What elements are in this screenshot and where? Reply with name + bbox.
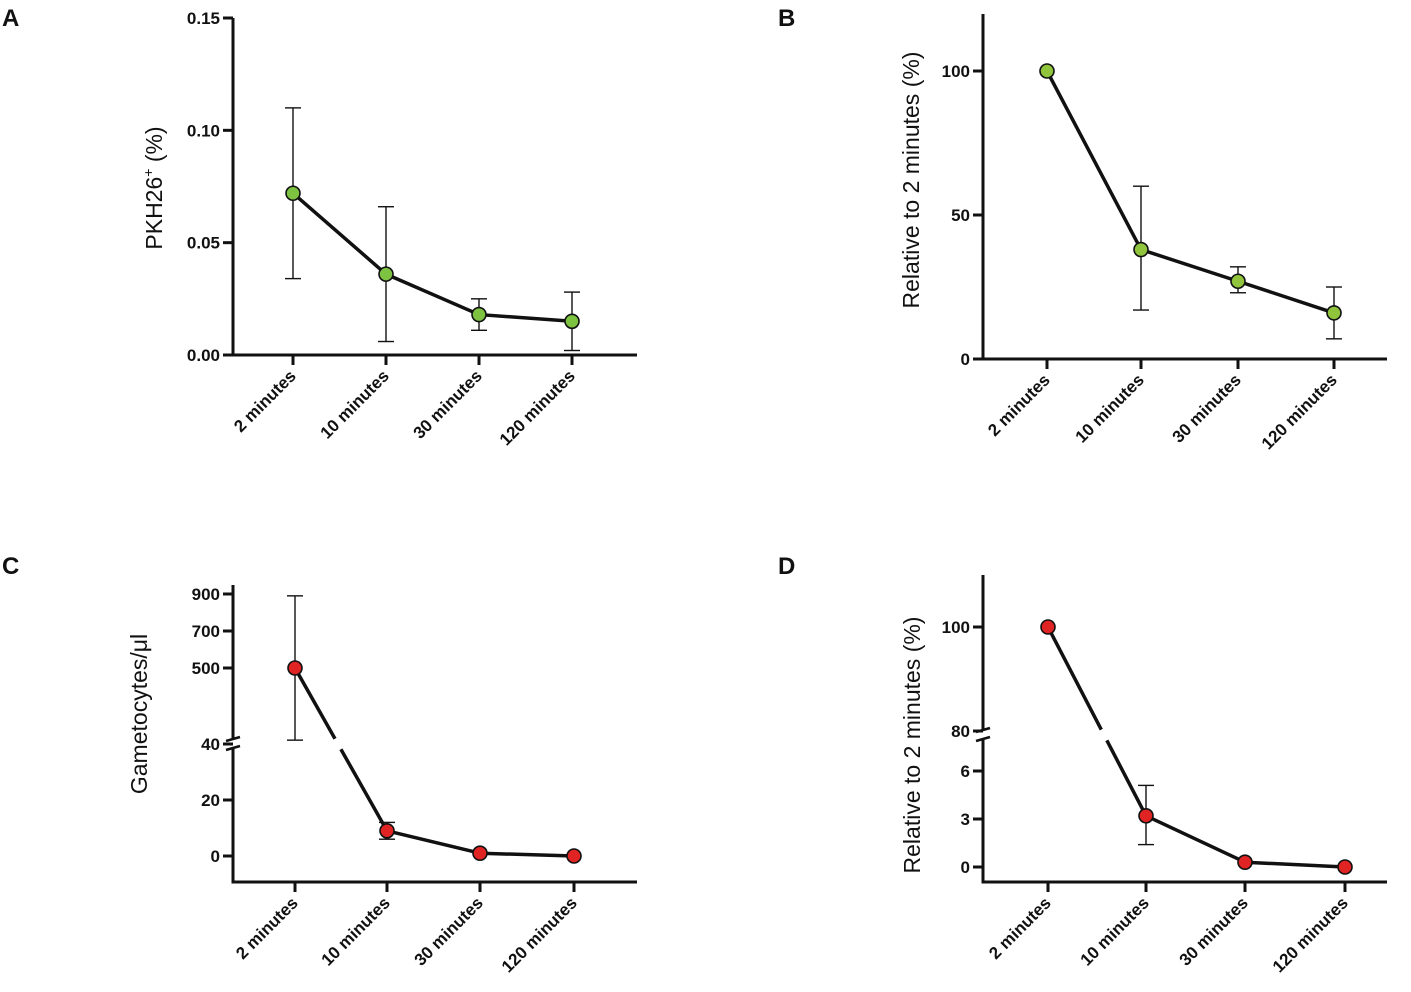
panel-letter-a: A <box>2 5 19 32</box>
y-tick-label: 6 <box>961 762 970 781</box>
panel-letter-b: B <box>778 5 795 32</box>
y-tick-label: 500 <box>192 659 220 678</box>
series-line <box>291 191 573 324</box>
y-tick-label: 0 <box>211 847 220 866</box>
data-point <box>566 848 582 864</box>
y-axis-title: Relative to 2 minutes (%) <box>899 617 925 874</box>
data-point <box>471 306 487 323</box>
data-point <box>285 185 301 202</box>
data-point <box>379 822 395 839</box>
data-point <box>472 845 488 862</box>
y-tick-label: 700 <box>192 622 220 641</box>
y-tick-label: 0.15 <box>187 9 220 28</box>
y-axis-title: Relative to 2 minutes (%) <box>898 52 924 309</box>
y-axis-title: PKH26+ (%) <box>140 126 167 249</box>
line-break-gap <box>332 737 344 751</box>
x-tick-label: 10 minutes <box>318 893 394 969</box>
y-tick-label: 50 <box>951 206 970 225</box>
x-tick-label: 30 minutes <box>1176 893 1252 969</box>
x-tick-label: 120 minutes <box>496 366 579 449</box>
series-line <box>1046 626 1346 869</box>
data-point <box>1138 807 1154 824</box>
data-point <box>564 313 580 330</box>
series-line <box>1045 70 1335 315</box>
chart-panel-d: 0 3 6 80 100 2 minutes 10 minutes 30 minutes 120… <box>899 575 1387 976</box>
data-point <box>287 660 303 676</box>
y-axis-title: Gametocytes/μl <box>126 634 152 794</box>
axis-break-mark <box>225 744 241 752</box>
y-tick-label: 20 <box>201 791 220 810</box>
x-tick-label: 120 minutes <box>1258 370 1341 453</box>
x-tick-label: 10 minutes <box>317 366 393 442</box>
y-tick-label: 0 <box>961 350 970 369</box>
y-axis-title-superscript: + <box>140 169 156 177</box>
y-tick-label: 3 <box>961 810 970 829</box>
chart-panel-b: 0 50 100 2 minutes 10 minutes 30 minutes 120 m… <box>898 14 1387 453</box>
y-tick-label: 900 <box>192 585 220 604</box>
x-tick-label: 10 minutes <box>1072 370 1148 446</box>
x-tick-label: 30 minutes <box>411 893 487 969</box>
y-tick-label: 0 <box>961 858 970 877</box>
x-tick-label: 2 minutes <box>985 893 1055 963</box>
x-tick-label: 120 minutes <box>1269 893 1352 976</box>
panel-letter-d: D <box>778 553 795 580</box>
y-tick-label: 0.10 <box>187 121 220 140</box>
chart-panel-a: 0.00 0.05 0.10 0.15 2 minutes 10 minutes 30 mi… <box>140 9 637 449</box>
x-tick-label: 120 minutes <box>498 893 581 976</box>
y-tick-label: 40 <box>201 735 220 754</box>
series-line <box>293 667 575 858</box>
axis-break-mark <box>225 735 241 743</box>
y-tick-label: 80 <box>951 722 970 741</box>
x-tick-label: 30 minutes <box>410 366 486 442</box>
data-point <box>1039 63 1055 79</box>
y-axis-title-unit: (%) <box>141 126 167 168</box>
y-tick-label: 0.00 <box>187 346 220 365</box>
x-tick-label: 30 minutes <box>1169 370 1245 446</box>
x-tick-label: 10 minutes <box>1077 893 1153 969</box>
x-tick-label: 2 minutes <box>984 370 1054 440</box>
data-point <box>378 266 394 282</box>
panel-letter-c: C <box>2 553 19 580</box>
data-point <box>1237 854 1253 871</box>
y-axis-title-main: PKH26 <box>141 177 167 250</box>
x-tick-label: 2 minutes <box>230 366 300 436</box>
data-point <box>1230 273 1246 290</box>
x-tick-label: 2 minutes <box>232 893 302 963</box>
data-point <box>1326 305 1342 321</box>
y-tick-label: 100 <box>942 62 970 81</box>
y-tick-label: 0.05 <box>187 234 220 253</box>
axis-break-mark <box>975 735 991 743</box>
data-point <box>1337 859 1353 875</box>
data-point <box>1133 241 1149 258</box>
data-point <box>1040 619 1056 635</box>
y-tick-label: 100 <box>942 618 970 637</box>
chart-panel-c: 0 20 40 500 700 900 2 minutes 10 minutes 30 minu… <box>126 585 637 976</box>
line-break-gap <box>1098 728 1110 742</box>
